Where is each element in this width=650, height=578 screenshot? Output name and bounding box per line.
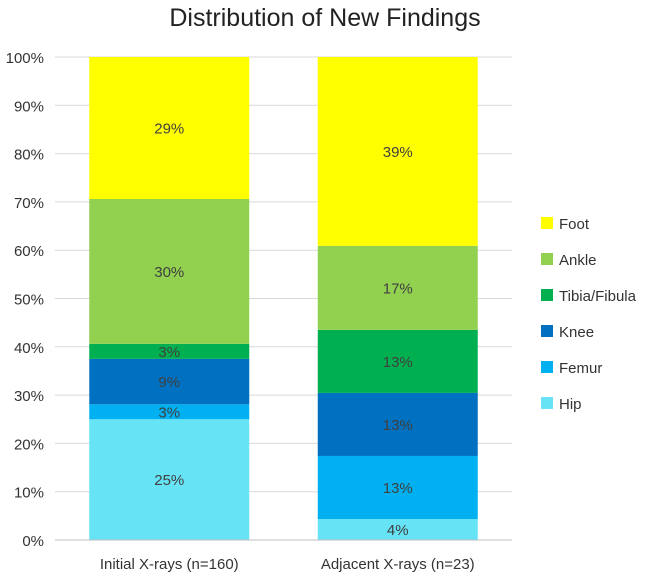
y-tick-label: 90%: [14, 98, 44, 115]
legend-label-femur: Femur: [559, 360, 602, 377]
data-label-knee: 13%: [383, 417, 413, 434]
legend-swatch-ankle: [541, 253, 553, 265]
legend-label-knee: Knee: [559, 324, 594, 341]
y-tick-label: 20%: [14, 436, 44, 453]
chart-title: Distribution of New Findings: [169, 4, 480, 32]
legend-label-foot: Foot: [559, 216, 590, 233]
legend-swatch-femur: [541, 361, 553, 373]
bar-segment-ankle: [317, 245, 478, 330]
bar-segment-hip: [317, 518, 478, 540]
bar-segment-tibia-fibula: [89, 343, 250, 359]
y-tick-label: 30%: [14, 388, 44, 405]
legend-swatch-hip: [541, 397, 553, 409]
bar-segment-ankle: [89, 199, 250, 344]
bar-segment-tibia-fibula: [317, 329, 478, 393]
y-tick-label: 70%: [14, 195, 44, 212]
bars: 25% 3% 9% 3% 30% 29% 4% 13% 13% 13% 17% 39%: [89, 57, 478, 540]
legend-label-ankle: Ankle: [559, 252, 597, 269]
bar-segment-foot: [317, 57, 478, 246]
x-tick-label: Adjacent X-rays (n=23): [321, 556, 475, 573]
data-label-tibia-fibula: 3%: [158, 344, 180, 361]
data-label-femur: 3%: [158, 404, 180, 421]
data-label-hip: 4%: [387, 522, 409, 539]
y-tick-label: 50%: [14, 292, 44, 309]
y-tick-label: 80%: [14, 147, 44, 164]
x-tick-label: Initial X-rays (n=160): [100, 556, 239, 573]
bar-segment-knee: [317, 392, 478, 456]
y-tick-label: 40%: [14, 340, 44, 357]
bar-segment-foot: [89, 57, 250, 200]
legend-swatch-tibia-fibula: [541, 289, 553, 301]
legend-swatch-knee: [541, 325, 553, 337]
data-label-femur: 13%: [383, 480, 413, 497]
legend-label-hip: Hip: [559, 396, 582, 413]
bar-segment-knee: [89, 358, 250, 405]
y-tick-label: 0%: [22, 533, 44, 550]
bar-segment-femur: [89, 404, 250, 420]
data-label-foot: 39%: [383, 144, 413, 161]
y-tick-label: 100%: [6, 50, 44, 67]
data-label-foot: 29%: [154, 121, 184, 138]
y-tick-label: 10%: [14, 485, 44, 502]
data-label-tibia-fibula: 13%: [383, 354, 413, 371]
legend-label-tibia-fibula: Tibia/Fibula: [559, 288, 637, 305]
data-label-hip: 25%: [154, 472, 184, 489]
y-tick-label: 60%: [14, 243, 44, 260]
x-axis: Initial X-rays (n=160) Adjacent X-rays (n…: [55, 539, 512, 573]
data-label-ankle: 17%: [383, 280, 413, 297]
y-axis: 0% 10% 20% 30% 40% 50% 60% 70% 80% 90% 100%: [6, 50, 44, 550]
bar-segment-hip: [89, 419, 250, 540]
legend-swatch-foot: [541, 217, 553, 229]
data-label-ankle: 30%: [154, 264, 184, 281]
bar-segment-femur: [317, 455, 478, 519]
data-label-knee: 9%: [158, 374, 180, 391]
legend: Foot Ankle Tibia/Fibula Knee Femur Hip: [541, 216, 637, 413]
